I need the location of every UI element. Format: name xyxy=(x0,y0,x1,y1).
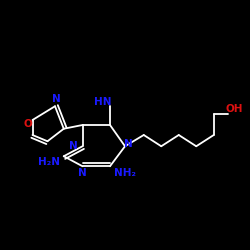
Text: N: N xyxy=(124,139,133,149)
Text: OH: OH xyxy=(225,104,242,114)
Text: NH₂: NH₂ xyxy=(114,168,136,178)
Text: O: O xyxy=(23,119,32,129)
Text: N: N xyxy=(52,94,60,104)
Text: H₂N: H₂N xyxy=(38,157,60,167)
Text: N: N xyxy=(78,168,87,177)
Text: N: N xyxy=(70,141,78,151)
Text: HN: HN xyxy=(94,97,111,107)
